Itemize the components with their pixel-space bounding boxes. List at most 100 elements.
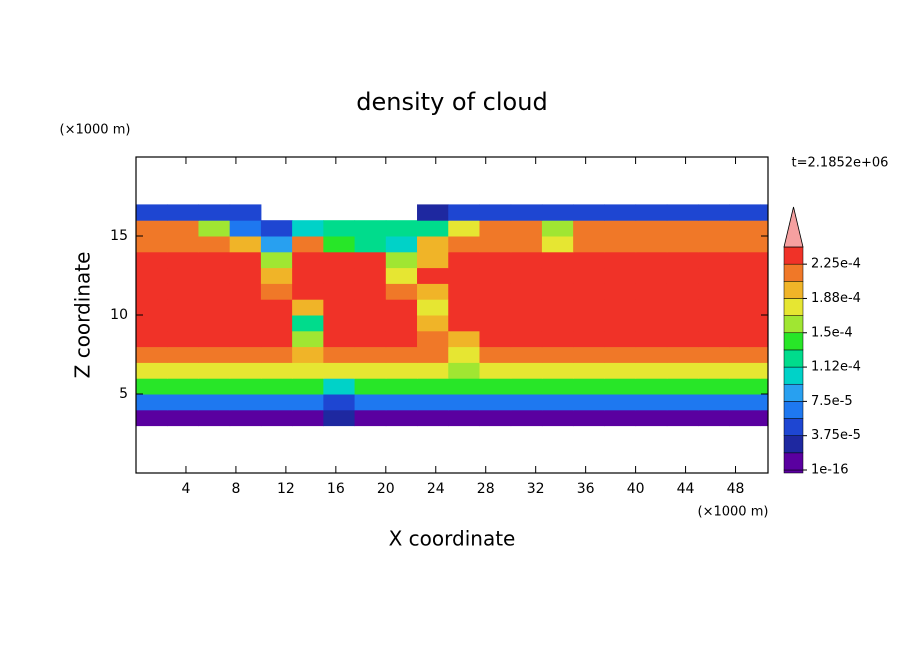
field-cell: [729, 267, 762, 284]
field-cell: [541, 220, 574, 237]
field-cell: [260, 299, 293, 316]
field-cell: [760, 204, 768, 221]
field-cell: [698, 220, 730, 237]
colorbar-label: 1e-16: [811, 463, 849, 478]
field-cell: [385, 378, 418, 395]
y-tick-label: 5: [119, 386, 128, 402]
field-cell: [167, 378, 199, 395]
field-cell: [729, 204, 762, 221]
field-cell: [385, 362, 418, 379]
field-cell: [292, 299, 324, 316]
colorbar-box: [783, 383, 804, 402]
field-cell: [323, 299, 356, 316]
field-cell: [541, 378, 574, 395]
field-cell: [198, 267, 231, 284]
field-cell: [323, 330, 356, 348]
x-tick-label: 8: [231, 481, 240, 497]
field-cell: [385, 315, 418, 332]
field-cell: [260, 220, 293, 237]
field-cell: [198, 220, 231, 237]
field-cell: [635, 409, 668, 427]
field-cell: [229, 378, 262, 395]
field-cell: [573, 394, 605, 411]
field-cell: [635, 362, 668, 379]
field-cell: [541, 394, 574, 411]
colorbar-box: [783, 418, 804, 436]
colorbar-box: [783, 298, 804, 316]
colorbar-over: [783, 206, 804, 248]
field-cell: [323, 362, 356, 379]
field-cell: [229, 236, 262, 253]
field-cell: [760, 220, 768, 237]
field-cell: [323, 236, 356, 253]
field-cell: [448, 267, 480, 284]
x-tick-label: 20: [377, 481, 395, 497]
field-cell: [635, 346, 668, 363]
field-cell: [292, 220, 324, 237]
field-cell: [729, 362, 762, 379]
field-cell: [385, 299, 418, 316]
field-cell: [573, 220, 605, 237]
x-tick-label: 36: [577, 481, 595, 497]
field-cell: [729, 251, 762, 269]
field-cell: [167, 409, 199, 427]
field-cell: [573, 346, 605, 363]
field-cell: [698, 330, 730, 348]
field-cell: [198, 394, 231, 411]
field-cell: [698, 236, 730, 253]
field-cell: [666, 220, 699, 237]
field-cell: [385, 267, 418, 284]
field-cell: [666, 204, 699, 221]
field-cell: [729, 346, 762, 363]
x-tick-label: 32: [527, 481, 545, 497]
field-cell: [698, 346, 730, 363]
field-cell: [541, 346, 574, 363]
field-cell: [604, 283, 637, 300]
field-cell: [635, 220, 668, 237]
field-cell: [292, 378, 324, 395]
field-cell: [417, 346, 449, 363]
field-cell: [229, 315, 262, 332]
field-cell: [417, 409, 449, 427]
field-cell: [604, 220, 637, 237]
field-cell: [541, 251, 574, 269]
field-cell: [323, 394, 356, 411]
field-cell: [167, 362, 199, 379]
field-cell: [479, 220, 512, 237]
field-cell: [167, 394, 199, 411]
field-cell: [573, 204, 605, 221]
field-cell: [229, 283, 262, 300]
field-cell: [385, 283, 418, 300]
field-cell: [448, 299, 480, 316]
field-cell: [698, 299, 730, 316]
field-cell: [729, 330, 762, 348]
colorbar-label: 1.12e-4: [811, 360, 861, 375]
field-cell: [635, 394, 668, 411]
field-cell: [385, 346, 418, 363]
x-tick-label: 16: [327, 481, 345, 497]
field-cell: [417, 220, 449, 237]
field-cell: [292, 283, 324, 300]
field-cell: [354, 346, 387, 363]
field-cell: [354, 251, 387, 269]
y-tick-label: 15: [110, 228, 128, 244]
colorbar-label: 7.5e-5: [811, 394, 853, 409]
x-tick-label: 12: [277, 481, 295, 497]
y-axis-label: Z coordinate: [71, 252, 95, 379]
colorbar-box: [783, 263, 804, 282]
field-cell: [198, 378, 231, 395]
field-cell: [666, 378, 699, 395]
field-cell: [635, 251, 668, 269]
field-cell: [229, 267, 262, 284]
field-cell: [323, 315, 356, 332]
field-cell: [260, 394, 293, 411]
field-cell: [604, 315, 637, 332]
field-cell: [417, 315, 449, 332]
field-cell: [604, 251, 637, 269]
field-cell: [198, 251, 231, 269]
field-cell: [729, 299, 762, 316]
colorbar-label: 2.25e-4: [811, 257, 861, 272]
field-cell: [510, 251, 543, 269]
field-cell: [698, 409, 730, 427]
